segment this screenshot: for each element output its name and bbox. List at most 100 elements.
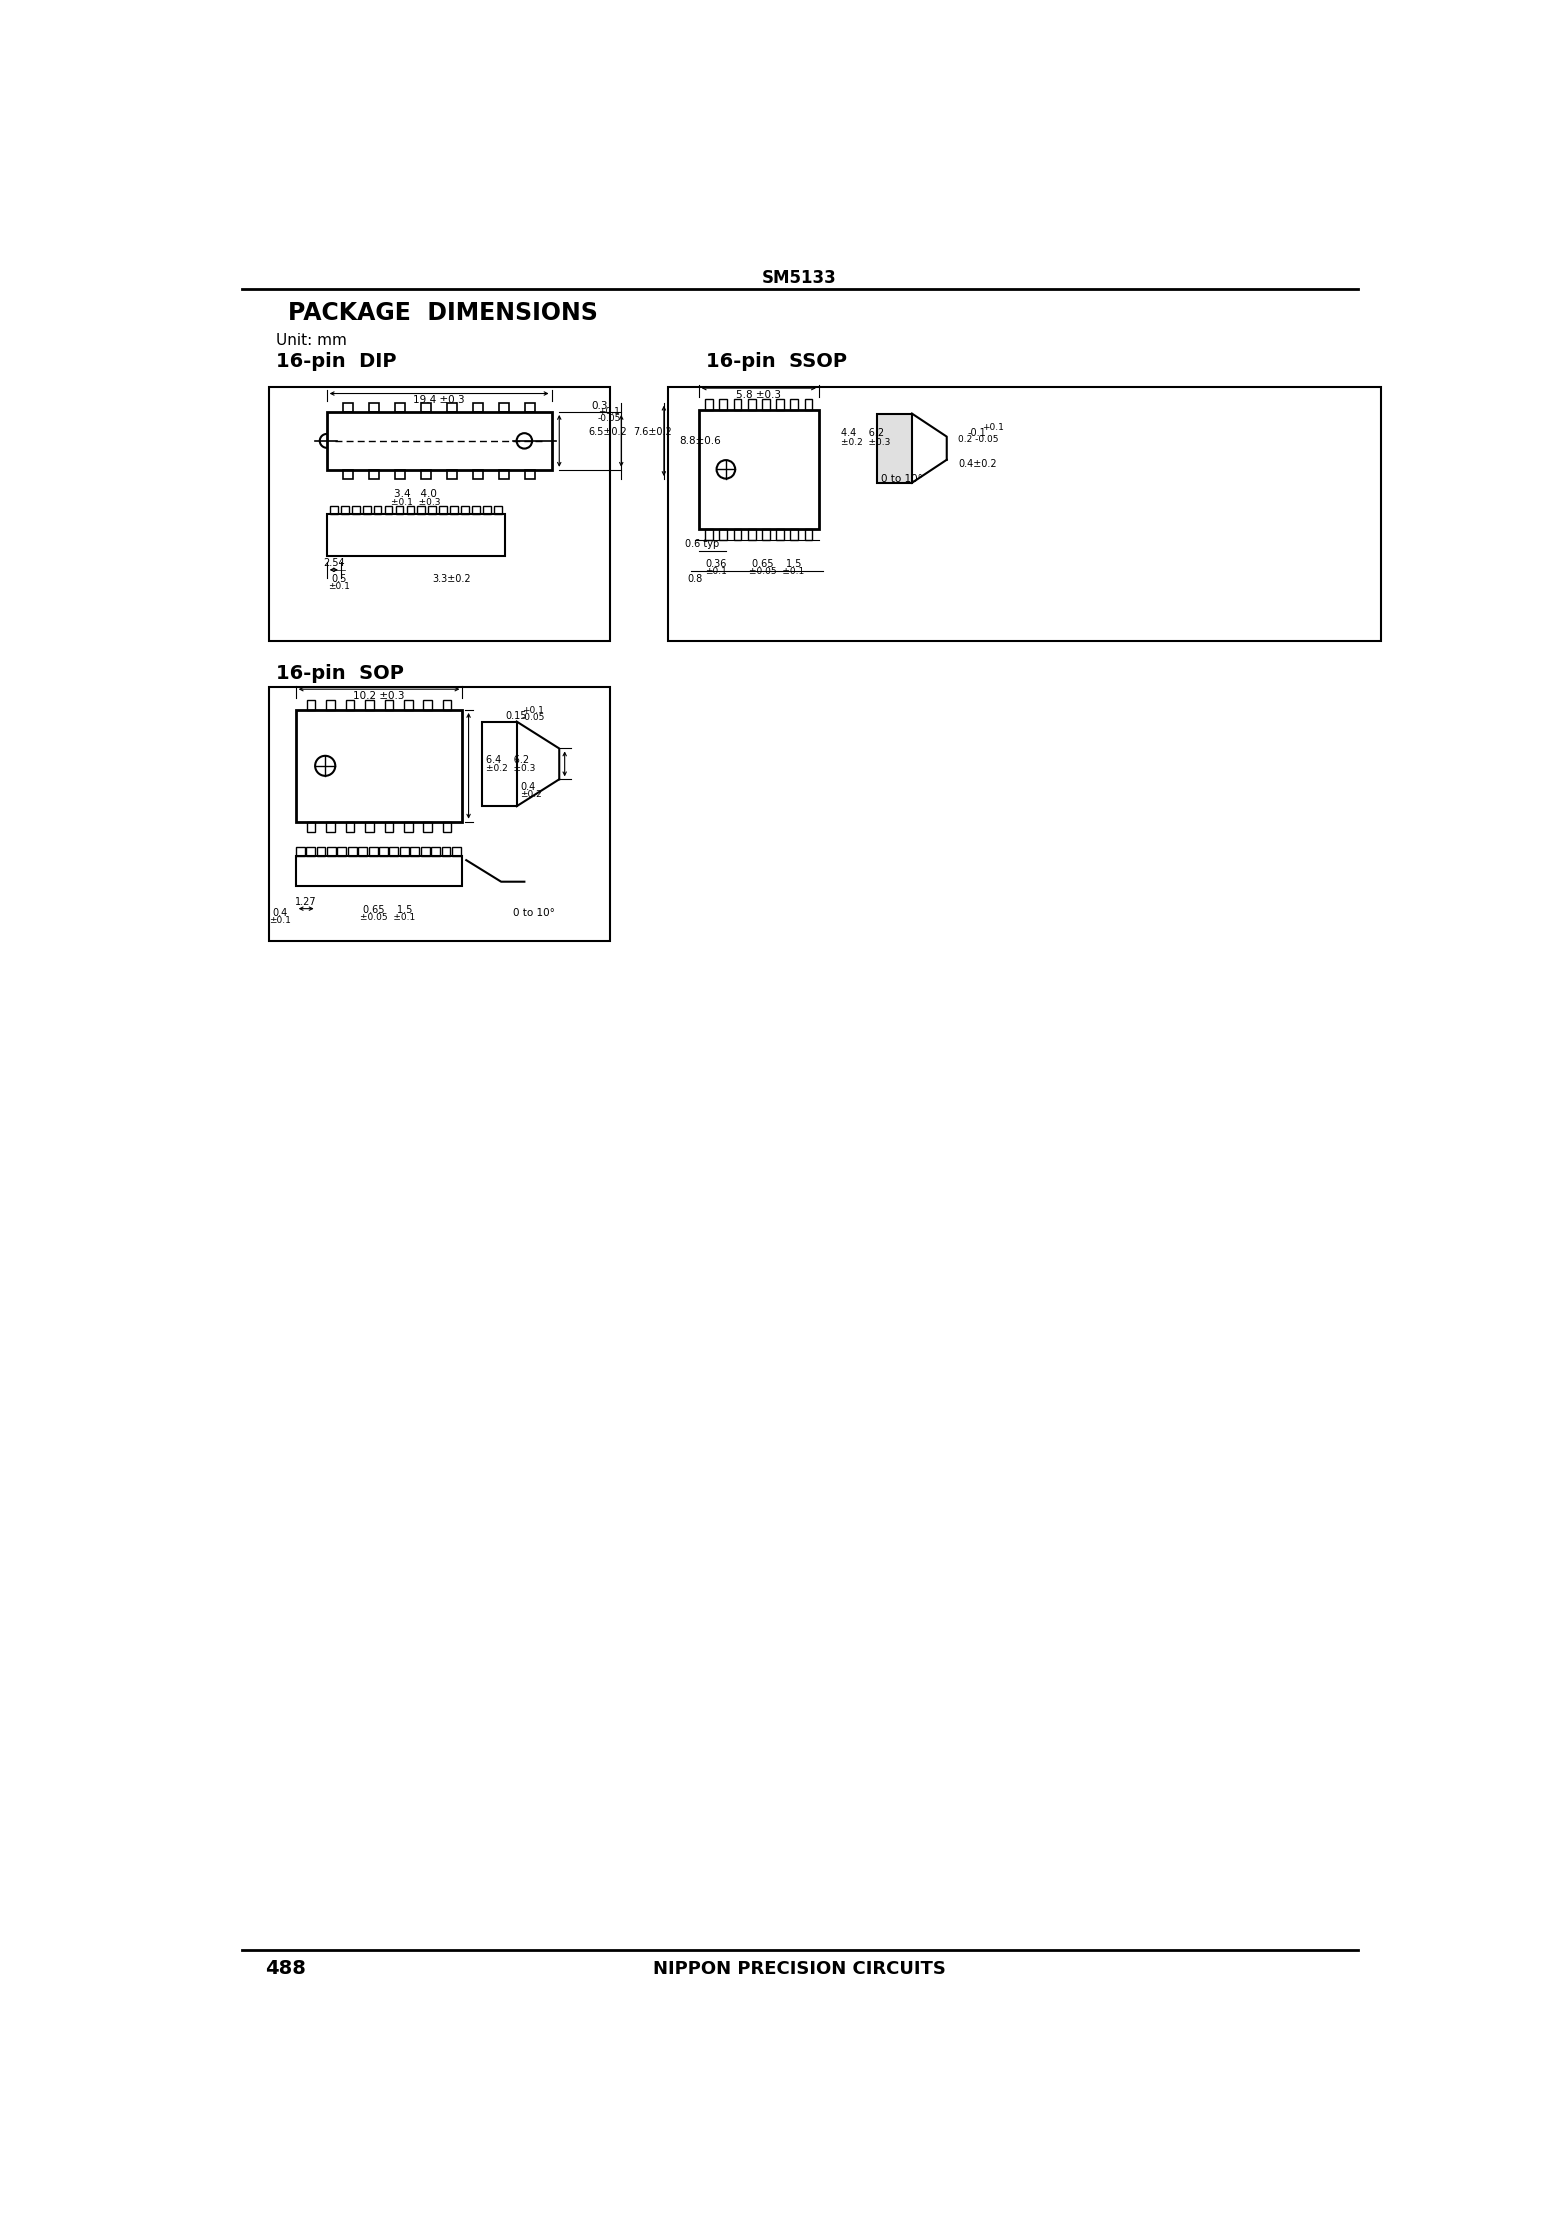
- Bar: [423, 699, 432, 710]
- Bar: [499, 403, 510, 412]
- Bar: [733, 399, 741, 410]
- Text: 8.8±0.6: 8.8±0.6: [679, 436, 721, 445]
- Bar: [348, 846, 357, 857]
- Bar: [482, 722, 516, 806]
- Text: 16-pin  SSOP: 16-pin SSOP: [707, 352, 847, 372]
- Bar: [495, 506, 502, 514]
- Bar: [747, 530, 755, 539]
- Bar: [326, 699, 335, 710]
- Text: 19.4 ±0.3: 19.4 ±0.3: [413, 396, 465, 405]
- Bar: [443, 822, 451, 831]
- Bar: [307, 822, 315, 831]
- Text: 3.3±0.2: 3.3±0.2: [432, 575, 471, 583]
- Text: +0.1: +0.1: [597, 408, 619, 416]
- Bar: [761, 530, 769, 539]
- Bar: [448, 403, 457, 412]
- Text: PACKAGE  DIMENSIONS: PACKAGE DIMENSIONS: [289, 301, 597, 325]
- Bar: [473, 470, 484, 479]
- Text: 0.4: 0.4: [521, 782, 535, 793]
- Bar: [374, 506, 382, 514]
- Bar: [441, 846, 451, 857]
- Bar: [317, 846, 326, 857]
- Bar: [452, 846, 460, 857]
- Text: 16-pin  SOP: 16-pin SOP: [276, 664, 404, 681]
- Text: 0.3: 0.3: [591, 401, 608, 410]
- Bar: [296, 857, 462, 886]
- Bar: [877, 414, 913, 483]
- Bar: [777, 530, 785, 539]
- Text: 488: 488: [265, 1960, 306, 1978]
- Bar: [761, 399, 769, 410]
- Bar: [443, 699, 451, 710]
- Bar: [719, 399, 727, 410]
- Text: +0.1: +0.1: [523, 706, 544, 715]
- Bar: [526, 470, 535, 479]
- Bar: [791, 399, 799, 410]
- Bar: [399, 846, 409, 857]
- Text: 3.4   4.0: 3.4 4.0: [395, 490, 437, 499]
- Bar: [462, 506, 470, 514]
- Text: ±0.05  ±0.1: ±0.05 ±0.1: [749, 568, 803, 577]
- Text: 0.4±0.2: 0.4±0.2: [958, 459, 997, 468]
- Text: 0 to 10°: 0 to 10°: [881, 474, 924, 483]
- Bar: [410, 846, 420, 857]
- Bar: [473, 403, 484, 412]
- Bar: [423, 822, 432, 831]
- Bar: [296, 846, 304, 857]
- Text: 0.65    1.5: 0.65 1.5: [752, 559, 800, 568]
- Text: ±0.1: ±0.1: [328, 581, 351, 592]
- Bar: [484, 506, 491, 514]
- Bar: [747, 399, 755, 410]
- Bar: [390, 846, 398, 857]
- Bar: [395, 403, 406, 412]
- Text: 7.6±0.2: 7.6±0.2: [633, 428, 672, 436]
- Bar: [363, 506, 371, 514]
- Bar: [326, 822, 335, 831]
- Bar: [396, 506, 404, 514]
- Bar: [359, 846, 367, 857]
- Bar: [326, 514, 505, 557]
- Text: 16-pin  DIP: 16-pin DIP: [276, 352, 396, 372]
- Bar: [421, 470, 431, 479]
- Text: -0.05: -0.05: [523, 713, 546, 722]
- Text: 6.5±0.2: 6.5±0.2: [588, 428, 627, 436]
- Text: 0.2 -0.05: 0.2 -0.05: [958, 434, 998, 443]
- Text: +0.1: +0.1: [981, 423, 1003, 432]
- Text: SM5133: SM5133: [763, 269, 836, 287]
- Text: -0.1: -0.1: [967, 428, 986, 439]
- Bar: [368, 846, 378, 857]
- Bar: [705, 530, 713, 539]
- Bar: [384, 822, 393, 831]
- Bar: [448, 470, 457, 479]
- Bar: [384, 699, 393, 710]
- Text: ±0.2  ±0.3: ±0.2 ±0.3: [485, 764, 535, 773]
- Bar: [346, 822, 354, 831]
- Bar: [343, 470, 353, 479]
- Bar: [473, 506, 480, 514]
- Bar: [404, 822, 412, 831]
- Bar: [365, 822, 373, 831]
- Bar: [307, 699, 315, 710]
- Bar: [440, 506, 448, 514]
- Text: 0.65    1.5: 0.65 1.5: [363, 904, 412, 915]
- Bar: [705, 399, 713, 410]
- Bar: [407, 506, 415, 514]
- Bar: [668, 387, 1381, 641]
- Text: 2.54: 2.54: [323, 559, 345, 568]
- Text: 0.4: 0.4: [273, 906, 289, 918]
- Text: 4.4    6.2: 4.4 6.2: [841, 428, 883, 439]
- Bar: [431, 846, 440, 857]
- Bar: [368, 470, 379, 479]
- Bar: [791, 530, 799, 539]
- Text: 10.2 ±0.3: 10.2 ±0.3: [353, 690, 404, 702]
- Bar: [346, 699, 354, 710]
- Text: ±0.1  ±0.3: ±0.1 ±0.3: [392, 497, 440, 506]
- Bar: [421, 846, 429, 857]
- Text: 1.27: 1.27: [295, 897, 317, 906]
- Text: Unit: mm: Unit: mm: [276, 332, 348, 347]
- Bar: [296, 710, 462, 822]
- Bar: [719, 530, 727, 539]
- Text: 6.4    6.2: 6.4 6.2: [485, 755, 529, 766]
- Text: -0.05: -0.05: [597, 414, 621, 423]
- Text: ±0.1: ±0.1: [705, 568, 727, 577]
